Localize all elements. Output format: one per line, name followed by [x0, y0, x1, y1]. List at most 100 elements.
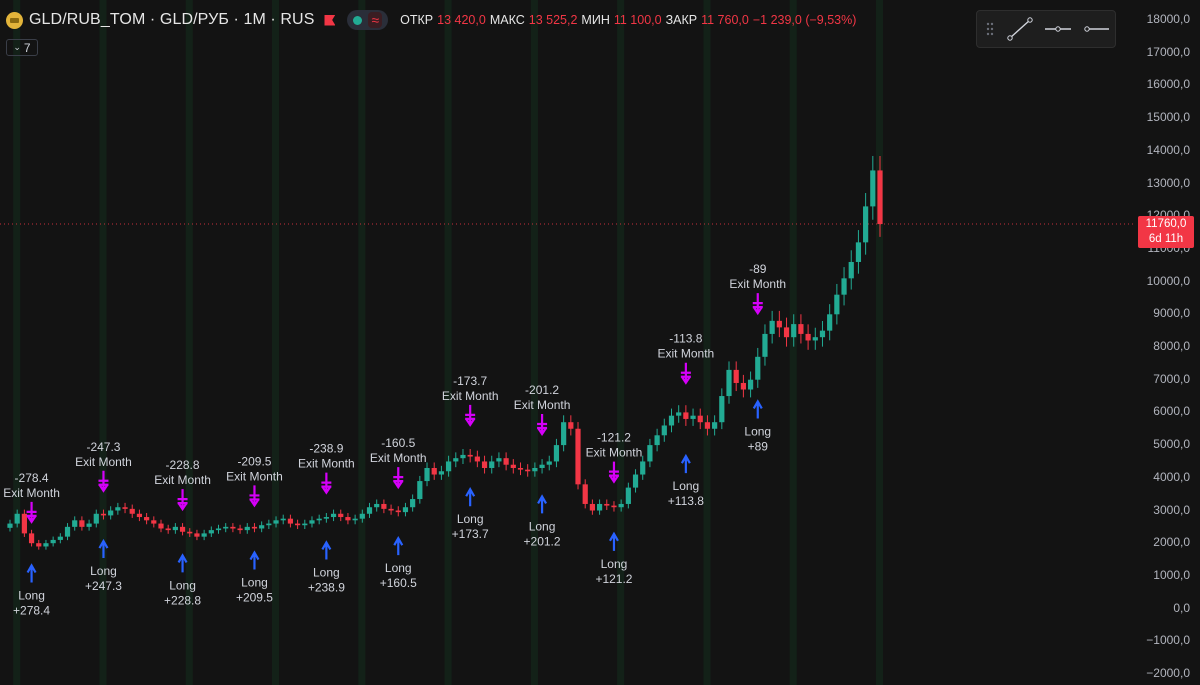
candle-body — [668, 415, 675, 426]
price-tick-label: 2000,0 — [1153, 535, 1190, 550]
exit-label: Exit Month — [658, 347, 715, 361]
price-tick-label: −1000,0 — [1146, 633, 1190, 648]
candle-body — [295, 523, 301, 526]
exit-label: Exit Month — [3, 486, 60, 500]
candle-body — [259, 525, 265, 529]
candle-body — [50, 539, 56, 544]
open-label: ОТКР — [400, 13, 434, 27]
indicators-toggle-button[interactable]: ⌄ 7 — [6, 39, 38, 56]
candle-body — [158, 523, 164, 529]
horizontal-ray-tool-icon[interactable] — [1041, 11, 1075, 47]
candle-body — [604, 503, 610, 506]
long-pnl-label: +173.7 — [452, 527, 489, 541]
candle-body — [72, 520, 78, 527]
candle-body — [517, 467, 524, 470]
exit-signal-arrow — [465, 404, 476, 427]
candle-body — [726, 369, 732, 397]
chevron-down-icon: ⌄ — [13, 42, 21, 52]
candle-body — [654, 435, 660, 446]
candle-body — [733, 369, 739, 383]
exit-signal-arrow — [680, 362, 691, 385]
candle-body — [417, 481, 423, 500]
candle-body — [179, 526, 186, 532]
exit-signal-arrow — [249, 485, 260, 508]
candle-body — [366, 507, 373, 514]
candle-body — [798, 324, 804, 334]
horizontal-line-tool-icon[interactable] — [1079, 11, 1113, 47]
candle-body — [381, 503, 387, 509]
exit-signal-arrow — [321, 472, 332, 495]
price-tick-label: 8000,0 — [1153, 339, 1190, 353]
candle-body — [791, 324, 797, 338]
candle-body — [330, 513, 337, 518]
candle-body — [237, 528, 243, 531]
candle-body — [841, 278, 847, 295]
exit-label: Exit Month — [514, 398, 571, 412]
price-tick-label: 14000,0 — [1146, 142, 1190, 157]
candle-body — [273, 520, 279, 524]
long-signal-arrow — [98, 538, 109, 559]
candle-body — [489, 461, 495, 468]
exit-signal-arrow — [177, 489, 188, 512]
long-signal-arrow — [26, 563, 37, 583]
candle-body — [661, 425, 667, 436]
candle-body — [43, 543, 49, 547]
candle-body — [136, 513, 143, 518]
candle-body — [510, 464, 516, 468]
long-label: Long — [18, 588, 45, 602]
price-tick-label: 15000,0 — [1146, 110, 1190, 125]
candle-body — [93, 513, 99, 524]
flag-icon[interactable] — [324, 14, 336, 26]
price-tick-label: 10000,0 — [1146, 273, 1190, 288]
price-tick-label: 1000,0 — [1153, 567, 1190, 582]
candle-body — [86, 523, 92, 527]
candle-body — [57, 536, 63, 540]
exit-signal-arrow — [393, 467, 404, 490]
candle-body — [819, 330, 826, 338]
candle-body — [215, 528, 222, 531]
symbol-title[interactable]: GLD/RUB_TOM · GLD/РУБ · 1M · RUS — [29, 11, 315, 28]
long-signal-arrow — [537, 494, 548, 514]
market-status-pill[interactable]: ≈ — [347, 10, 389, 30]
drawing-toolbar — [976, 10, 1116, 48]
long-label: Long — [744, 424, 771, 438]
exit-signal-arrow — [26, 501, 37, 524]
candle-body — [575, 428, 581, 485]
long-pnl-label: +238.9 — [308, 580, 345, 594]
session-band — [13, 0, 21, 685]
price-tick-label: 5000,0 — [1153, 437, 1190, 452]
candle-body — [194, 533, 200, 537]
candle-body — [172, 526, 178, 531]
long-pnl-label: +247.3 — [85, 579, 122, 593]
exit-label: Exit Month — [298, 457, 355, 471]
exit-label: Exit Month — [586, 446, 643, 460]
gold-symbol-icon — [6, 11, 23, 29]
candle-body — [690, 415, 696, 419]
candle-body — [740, 382, 746, 390]
candle-body — [28, 533, 35, 544]
candle-body — [855, 242, 862, 262]
candle-body — [100, 513, 107, 516]
long-signal-arrow — [609, 531, 619, 551]
session-band — [358, 0, 366, 685]
candle-body — [589, 503, 595, 511]
last-price-tag: 11760,0 6d 11h — [1138, 216, 1194, 248]
candle-body — [596, 503, 603, 511]
legend-header: GLD/RUB_TOM · GLD/РУБ · 1M · RUS ≈ ОТКР 1… — [6, 10, 856, 30]
candle-body — [187, 531, 193, 534]
close-label: ЗАКР — [665, 13, 698, 27]
long-label: Long — [529, 519, 556, 533]
candle-body — [553, 445, 560, 462]
session-band — [185, 0, 193, 685]
session-band — [703, 0, 711, 685]
candle-body — [762, 333, 768, 357]
candle-body — [21, 513, 27, 534]
long-pnl-label: +160.5 — [380, 576, 417, 590]
drag-handle-icon[interactable] — [979, 11, 1013, 47]
candle-body — [704, 422, 711, 429]
candle-body — [755, 356, 761, 380]
candle-body — [223, 526, 229, 529]
trend-line-tool-icon[interactable] — [1003, 11, 1037, 47]
candle-body — [525, 469, 531, 472]
